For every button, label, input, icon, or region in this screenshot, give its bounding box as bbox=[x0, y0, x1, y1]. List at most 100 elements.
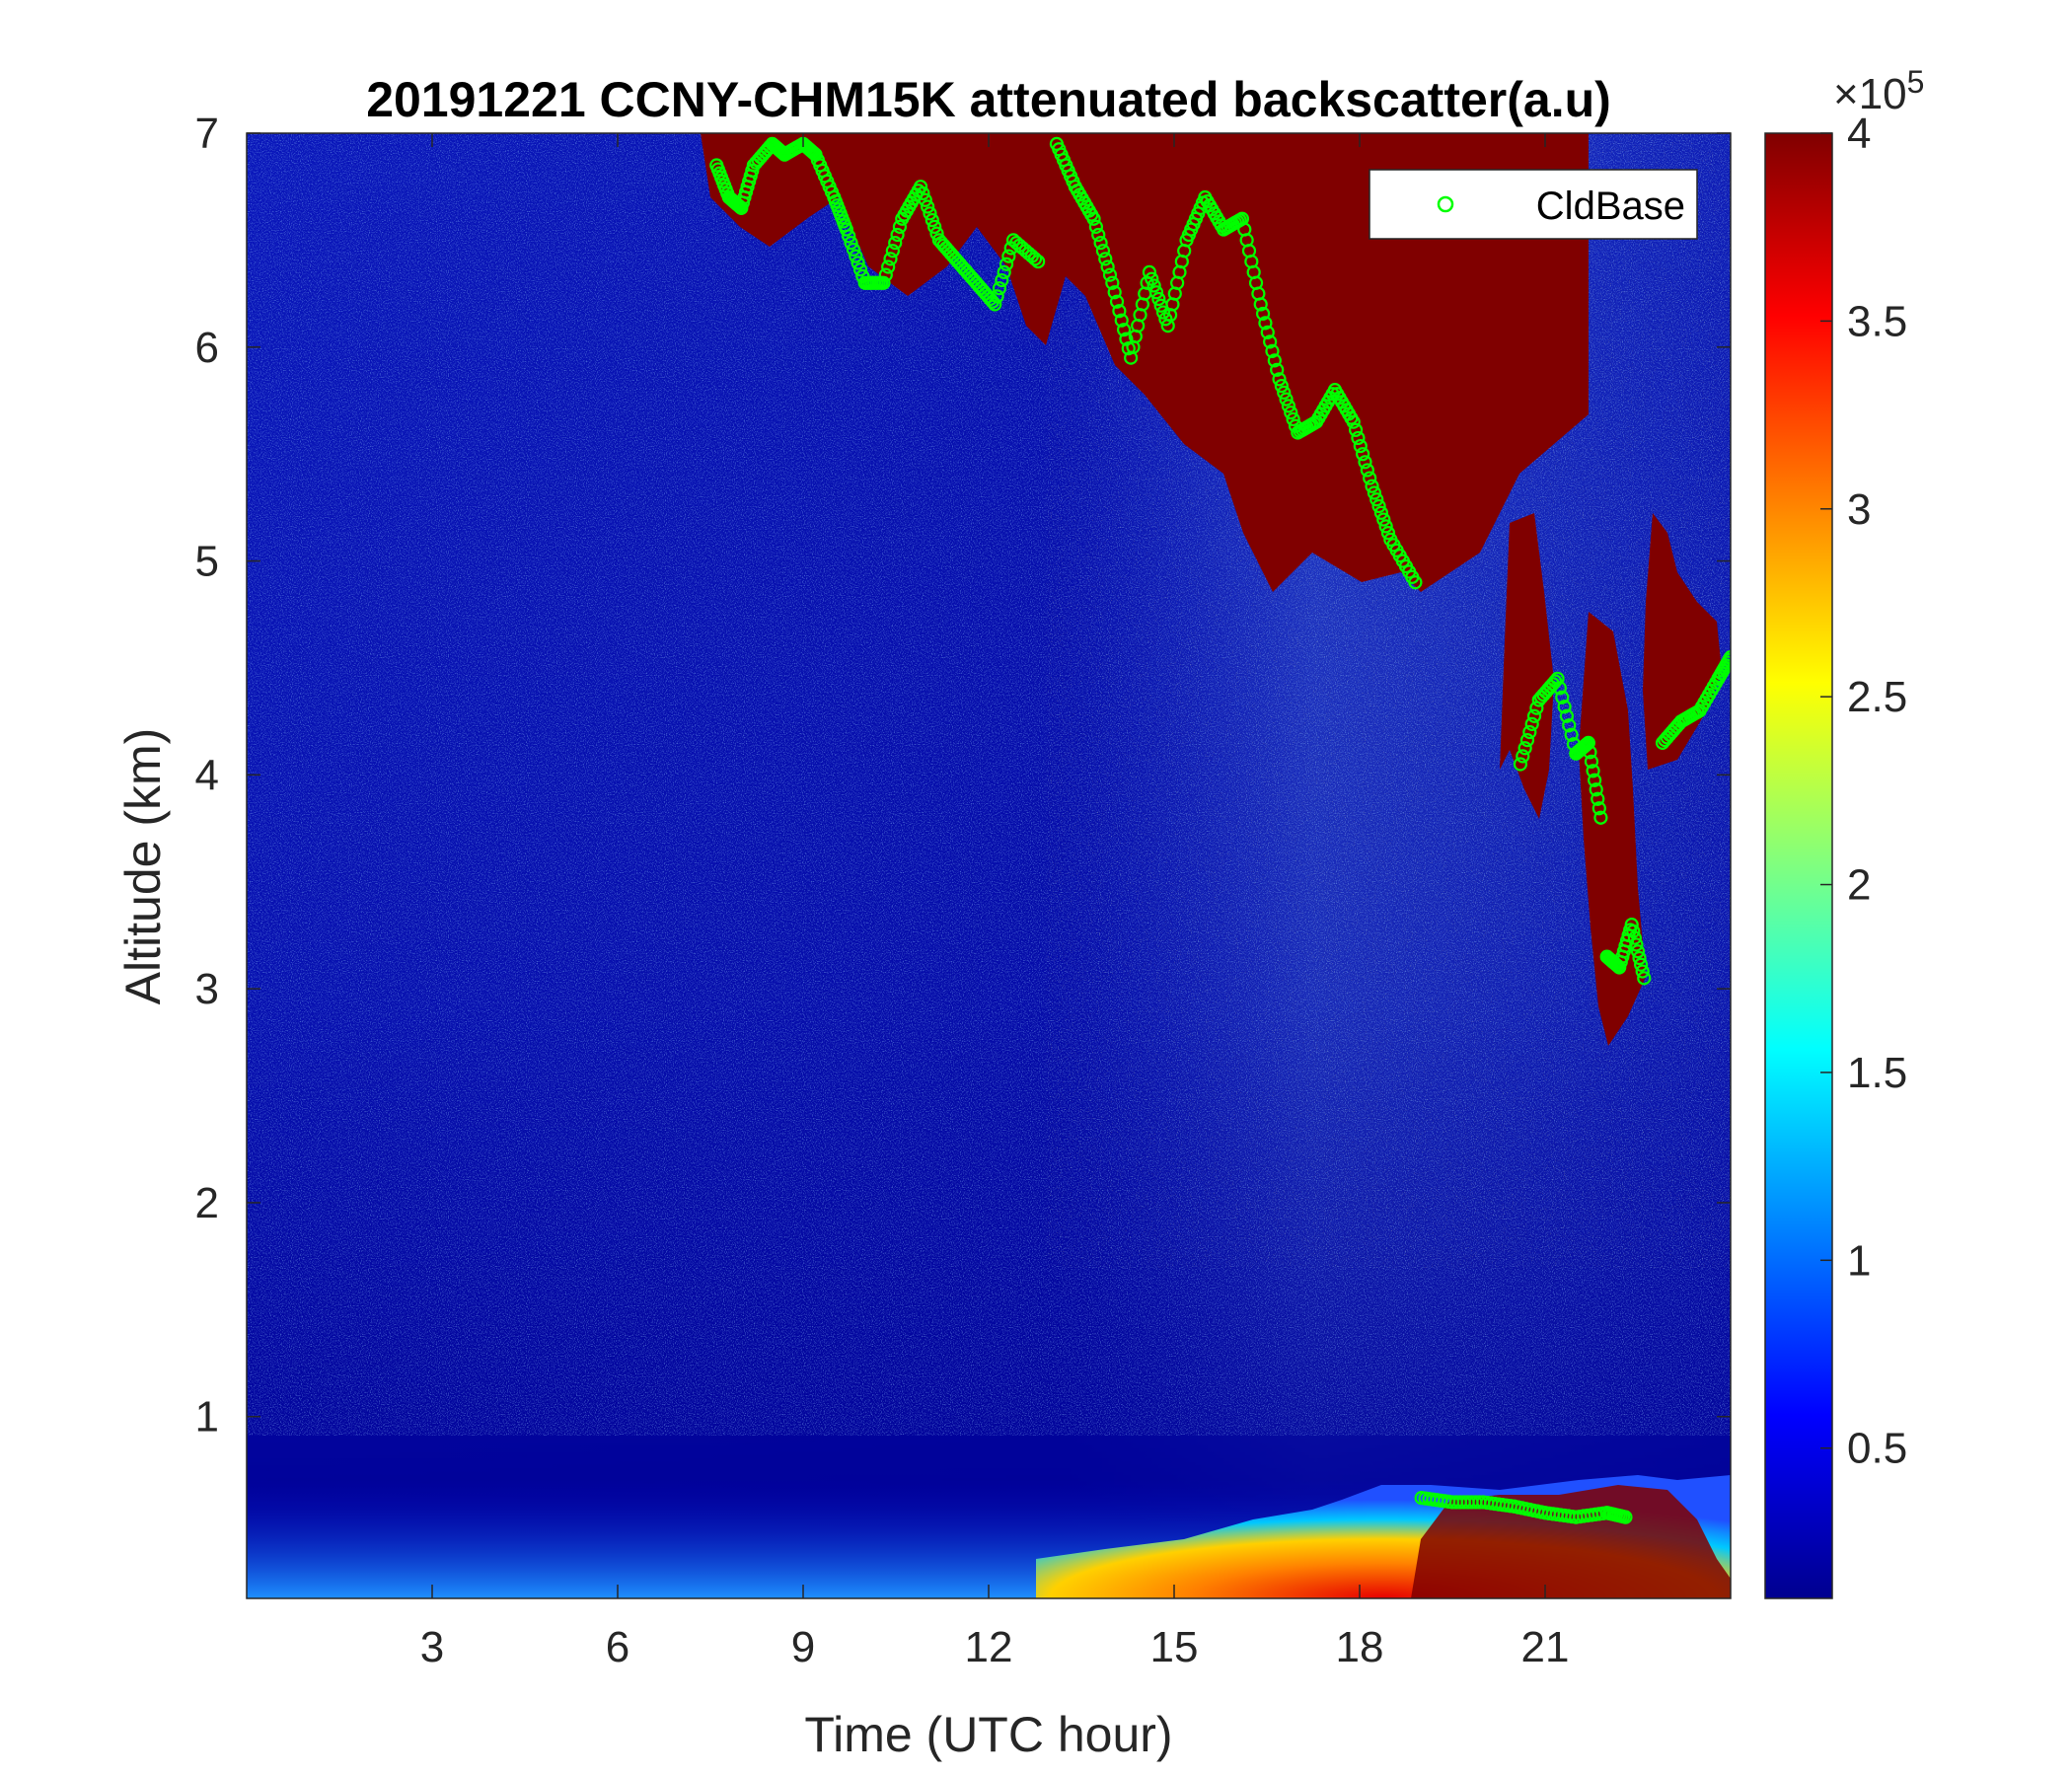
cldbase-point bbox=[883, 252, 898, 266]
legend-box bbox=[1369, 169, 1698, 240]
cldbase-point bbox=[1516, 749, 1530, 764]
cldbase-point bbox=[1369, 492, 1384, 507]
cldbase-point bbox=[1632, 950, 1647, 966]
cldbase-point bbox=[892, 219, 908, 234]
y-tick-label: 2 bbox=[195, 1179, 219, 1227]
cldbase-point bbox=[1552, 681, 1567, 696]
mid-cloud-region-1 bbox=[1500, 513, 1554, 819]
cldbase-point bbox=[1148, 285, 1164, 300]
cldbase-point bbox=[1581, 735, 1595, 750]
x-axis-ticks: 3 6 9 12 15 18 21 bbox=[420, 133, 1570, 1671]
chart-title: 20191221 CCNY-CHM15K attenuated backscat… bbox=[366, 72, 1611, 127]
cldbase-point bbox=[1279, 392, 1294, 407]
cldbase-point bbox=[1559, 708, 1575, 723]
cldbase-point bbox=[925, 212, 939, 228]
cldbase-point bbox=[1109, 294, 1125, 309]
cldbase-point bbox=[1346, 414, 1361, 429]
cldbase-point bbox=[849, 249, 863, 263]
legend: CldBase bbox=[1369, 169, 1698, 240]
cldbase-point bbox=[988, 297, 1002, 312]
cldbase-point bbox=[1517, 741, 1532, 756]
legend-marker bbox=[1437, 195, 1454, 213]
cldbase-point bbox=[1284, 406, 1298, 420]
cldbase-point bbox=[1629, 937, 1644, 952]
cldbase-point bbox=[1116, 323, 1132, 337]
cldbase-point bbox=[1274, 378, 1289, 394]
colorbar-tick-label: 3.5 bbox=[1847, 297, 1907, 345]
x-tick-label: 21 bbox=[1521, 1623, 1570, 1671]
cldbase-point bbox=[1098, 252, 1113, 266]
cldbase-point bbox=[1265, 343, 1280, 358]
cldbase-point bbox=[1380, 526, 1396, 541]
cldbase-point bbox=[1107, 285, 1122, 300]
cldbase-point bbox=[1522, 724, 1537, 740]
cldbase-point bbox=[913, 180, 928, 194]
cldbase-point bbox=[1591, 791, 1605, 806]
cldbase-point bbox=[1348, 422, 1364, 437]
heatmap-area bbox=[247, 133, 1731, 1598]
cldbase-point bbox=[885, 244, 900, 259]
cldbase-point bbox=[1365, 479, 1379, 493]
cldbase-point bbox=[1583, 745, 1597, 760]
cldbase-point bbox=[1513, 757, 1528, 772]
colorbar: 0.5 1 1.5 2 2.5 3 3.5 4 ×105 bbox=[1764, 64, 1924, 1599]
colorbar-tick-label: 1 bbox=[1847, 1236, 1871, 1285]
cldbase-point bbox=[852, 262, 868, 277]
cldbase-point bbox=[1277, 385, 1292, 400]
colorbar-frame bbox=[1764, 132, 1833, 1599]
cldbase-point bbox=[1270, 362, 1285, 377]
cldbase-point bbox=[1093, 236, 1108, 251]
cldbase-point bbox=[1584, 754, 1599, 769]
cldbase-point bbox=[1356, 447, 1370, 462]
cldbase-point bbox=[1358, 455, 1372, 470]
cldbase-point bbox=[1376, 512, 1391, 527]
y-tick-label: 5 bbox=[195, 538, 219, 586]
cldbase-point bbox=[1272, 372, 1287, 387]
cldbase-point bbox=[1114, 313, 1129, 328]
cldbase-point bbox=[1564, 727, 1579, 742]
colorbar-ticks: 0.5 1 1.5 2 2.5 3 3.5 4 bbox=[1820, 110, 1907, 1473]
x-tick-label: 18 bbox=[1336, 1623, 1384, 1671]
x-tick-label: 6 bbox=[606, 1623, 629, 1671]
cldbase-point bbox=[1519, 733, 1535, 748]
cldbase-point bbox=[1142, 264, 1157, 280]
cldbase-point bbox=[1591, 801, 1606, 816]
y-tick-label: 7 bbox=[195, 110, 219, 158]
cldbase-point bbox=[1586, 764, 1600, 778]
cldbase-point bbox=[1373, 505, 1389, 520]
colorbar-tick-label: 2 bbox=[1847, 861, 1871, 910]
x-tick-label: 12 bbox=[965, 1623, 1013, 1671]
cldbase-point bbox=[1524, 716, 1539, 731]
cldbase-point bbox=[851, 256, 865, 270]
cldbase-point bbox=[1351, 430, 1366, 446]
cldbase-series bbox=[709, 136, 1731, 1524]
cldbase-point bbox=[1031, 254, 1046, 269]
cldbase-point bbox=[878, 267, 893, 282]
cldbase-point bbox=[1360, 463, 1374, 478]
cldbase-point bbox=[916, 185, 930, 201]
cldbase-point bbox=[997, 264, 1011, 280]
cldbase-point bbox=[921, 199, 935, 214]
cldbase-point bbox=[1371, 498, 1386, 514]
boundary-layer-core bbox=[1411, 1485, 1731, 1598]
cldbase-point bbox=[1151, 291, 1166, 307]
cldbase-point bbox=[1253, 297, 1268, 312]
cldbase-point bbox=[1001, 249, 1016, 263]
y-axis-label: Altitude (km) bbox=[115, 728, 171, 1005]
colorbar-tick-label: 0.5 bbox=[1847, 1425, 1907, 1473]
cldbase-point bbox=[1367, 485, 1381, 500]
cldbase-point bbox=[999, 257, 1014, 271]
cldbase-point bbox=[1588, 773, 1602, 787]
x-tick-label: 3 bbox=[420, 1623, 444, 1671]
cldbase-point bbox=[1634, 957, 1649, 972]
cldbase-point bbox=[1255, 306, 1271, 322]
cldbase-point bbox=[1281, 399, 1296, 413]
colorbar-tick-label: 3 bbox=[1847, 485, 1871, 534]
cldbase-point bbox=[1626, 924, 1641, 938]
cldbase-point bbox=[1119, 332, 1134, 346]
cldbase-point bbox=[1589, 782, 1603, 797]
cldbase-point bbox=[842, 229, 856, 244]
cldbase-point bbox=[1363, 471, 1377, 485]
cldbase-point bbox=[990, 289, 1004, 304]
cldbase-point bbox=[1618, 1510, 1633, 1524]
